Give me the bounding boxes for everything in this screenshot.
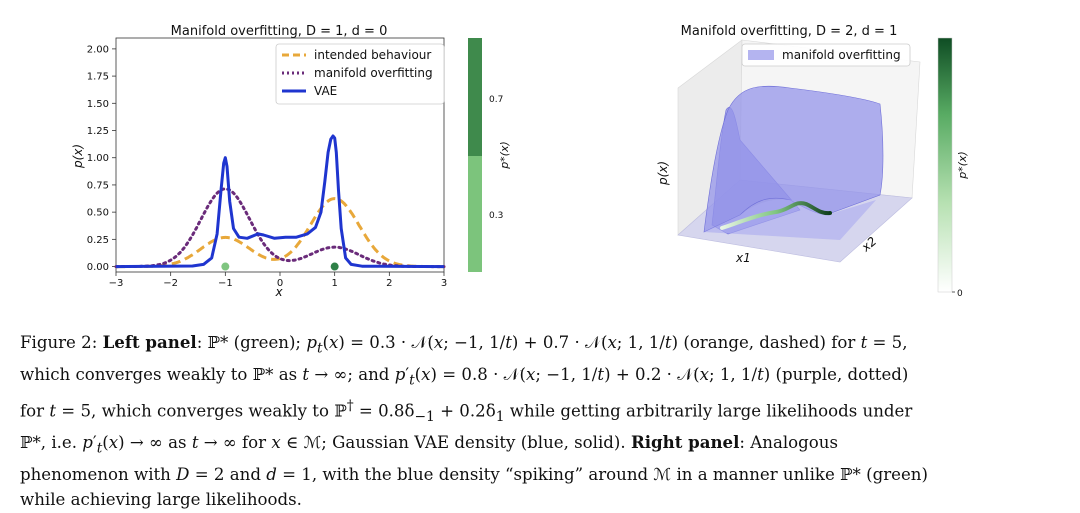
right-surface-front (704, 199, 876, 240)
left-chart-title: Manifold overfitting, D = 1, d = 0 (171, 24, 388, 39)
left-series-group (114, 134, 446, 269)
left-xtick-label: 1 (331, 278, 337, 289)
left-x-axis: −3 −2 −1 0 1 2 3 (109, 272, 447, 289)
left-series-line-0 (115, 197, 445, 269)
left-xtick-label: −3 (109, 278, 124, 289)
left-points-group (221, 262, 339, 271)
legend-label-surface: manifold overfitting (782, 48, 901, 62)
left-xlabel: x (274, 285, 283, 299)
left-colorbar-tick-low: 0.3 (489, 211, 503, 221)
left-xtick-label: −1 (218, 278, 233, 289)
left-ytick-label: 0.50 (87, 208, 109, 219)
left-ytick-label: 0.00 (87, 262, 109, 273)
left-data-point (330, 262, 339, 271)
left-xtick-label: 0 (277, 278, 283, 289)
figure-caption: Figure 2: Left panel: ℙ* (green); pt(x) … (20, 330, 1064, 513)
caption-line: Figure 2: Left panel: ℙ* (green); pt(x) … (20, 332, 908, 357)
left-ylabel: p(x) (71, 144, 85, 169)
left-colorbar: 0.7 0.3 p*(x) (468, 38, 511, 272)
right-zlabel: p(x) (656, 161, 670, 186)
legend-label-intended: intended behaviour (314, 48, 431, 62)
legend-swatch-surface (748, 50, 774, 60)
figure-graphics: Manifold overfitting, D = 1, d = 0 0.000… (71, 24, 969, 299)
left-legend: intended behaviour manifold overfitting … (275, 43, 445, 105)
right-chart-title: Manifold overfitting, D = 2, d = 1 (681, 24, 898, 39)
right-xlabel: x1 (735, 251, 751, 265)
left-colorbar-label: p*(x) (498, 141, 511, 170)
left-data-point (221, 262, 230, 271)
caption-line: for t = 5, which converges weakly to ℙ† … (20, 397, 913, 425)
left-series-line-2 (115, 134, 445, 269)
right-legend: manifold overfitting (741, 43, 911, 67)
legend-label-vae: VAE (314, 84, 337, 98)
right-chart: Manifold overfitting, D = 2, d = 1 p(x) … (656, 24, 969, 299)
right-colorbar: 0 p*(x) (937, 37, 969, 299)
caption-line: while achieving large likelihoods. (20, 490, 302, 510)
left-series-line-1 (114, 187, 446, 269)
left-colorbar-tick-high: 0.7 (489, 95, 503, 105)
left-xtick-label: 2 (386, 278, 392, 289)
left-y-axis: 0.00 0.25 0.50 0.75 1.00 1.25 1.50 1.75 2.00 (87, 44, 116, 273)
caption-line: which converges weakly to ℙ* as t → ∞; a… (20, 364, 909, 389)
legend-label-overfitting: manifold overfitting (314, 66, 433, 80)
left-ytick-label: 1.75 (87, 72, 109, 83)
left-chart: Manifold overfitting, D = 1, d = 0 0.000… (71, 24, 511, 299)
left-xtick-label: 3 (441, 278, 447, 289)
left-ytick-label: 0.75 (87, 180, 109, 191)
caption-line: ℙ*, i.e. p′t(x) → ∞ as t → ∞ for x ∈ ℳ; … (20, 431, 838, 457)
right-colorbar-tick: 0 (957, 289, 963, 299)
right-manifold-curve (720, 201, 832, 230)
left-ytick-label: 1.25 (87, 126, 109, 137)
left-ytick-label: 1.00 (87, 153, 109, 164)
right-colorbar-label: p*(x) (956, 151, 969, 180)
left-ytick-label: 2.00 (87, 44, 109, 55)
left-ytick-label: 1.50 (87, 99, 109, 110)
caption-line: phenomenon with D = 2 and d = 1, with th… (20, 464, 928, 484)
left-ytick-label: 0.25 (87, 235, 109, 246)
left-xtick-label: −2 (163, 278, 178, 289)
